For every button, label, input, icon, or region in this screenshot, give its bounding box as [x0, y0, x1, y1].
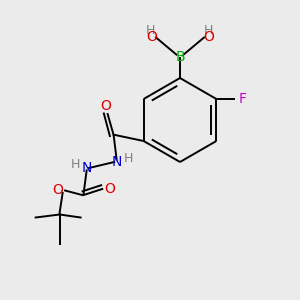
Text: N: N — [81, 161, 92, 175]
Text: O: O — [105, 182, 116, 196]
Text: H: H — [204, 24, 213, 37]
Text: H: H — [145, 24, 155, 37]
Text: H: H — [70, 158, 80, 172]
Text: H: H — [123, 152, 133, 166]
Text: O: O — [52, 184, 63, 197]
Text: B: B — [175, 50, 185, 64]
Text: F: F — [239, 92, 247, 106]
Text: O: O — [203, 31, 214, 44]
Text: N: N — [111, 155, 122, 169]
Text: O: O — [146, 31, 157, 44]
Text: O: O — [100, 99, 111, 113]
